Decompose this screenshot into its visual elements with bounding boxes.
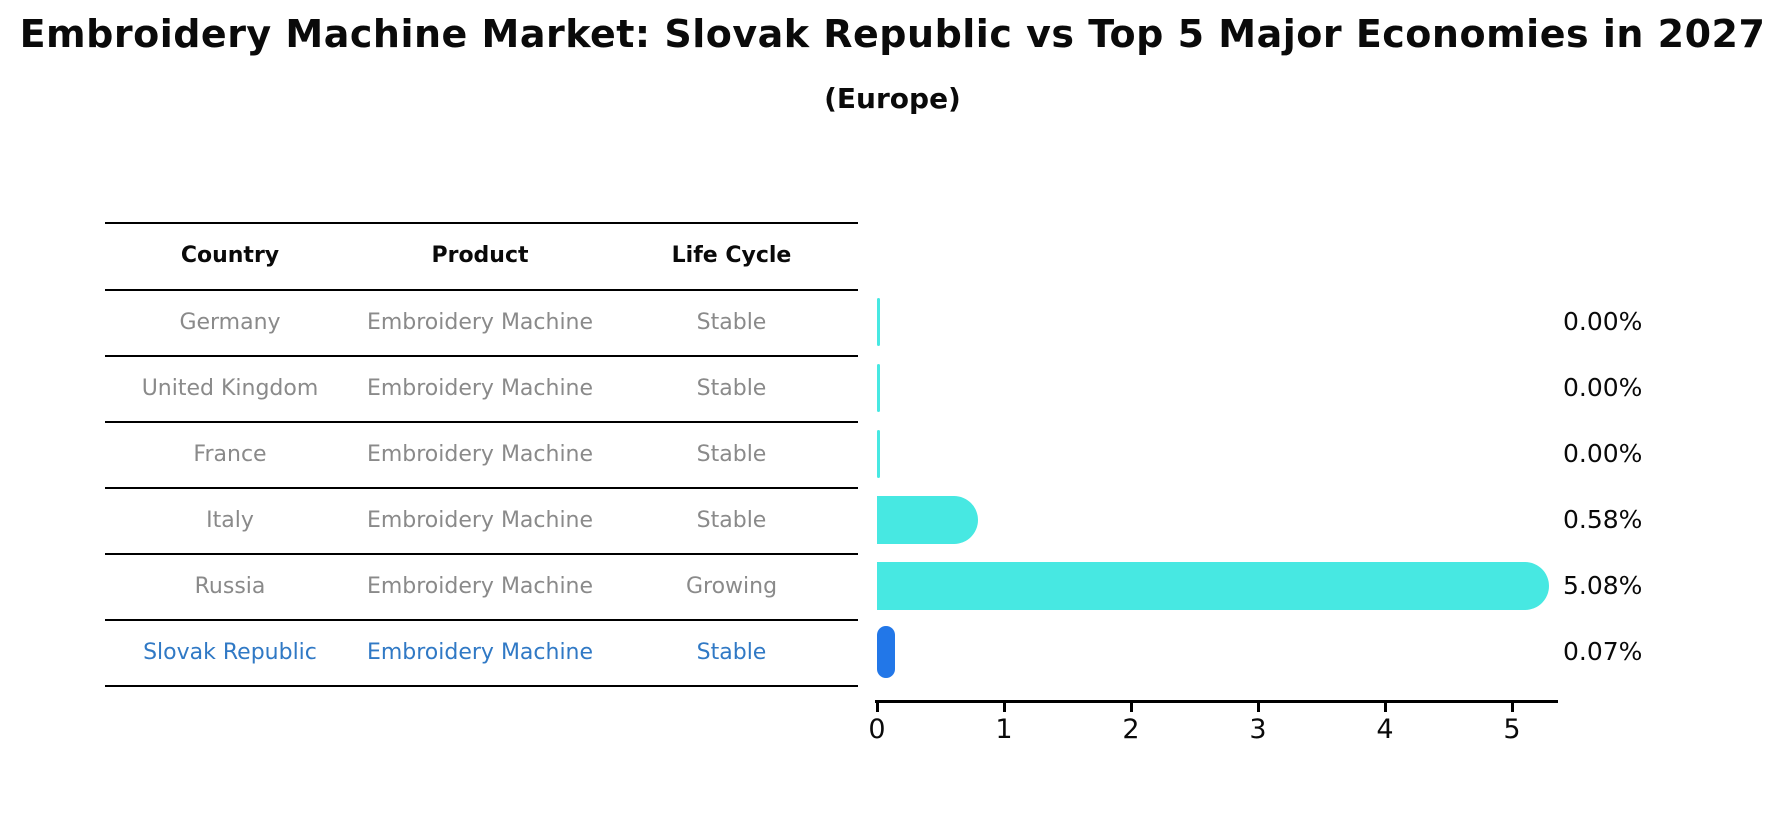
cell-country: France (193, 441, 267, 467)
value-label-france: 0.00% (1563, 439, 1643, 468)
bar-italy (877, 496, 978, 544)
x-axis-tick-label: 4 (1376, 714, 1394, 745)
table-row-france: France Embroidery Machine Stable (105, 439, 858, 469)
cell-product: Embroidery Machine (366, 375, 594, 401)
x-axis-tick (1130, 703, 1133, 712)
cell-life-cycle: Stable (696, 441, 767, 467)
table-row-russia: Russia Embroidery Machine Growing (105, 571, 858, 601)
table-bottom-rule (105, 685, 858, 687)
cell-product: Embroidery Machine (366, 309, 594, 335)
column-header-product: Product (431, 242, 529, 268)
table-row-germany: Germany Embroidery Machine Stable (105, 307, 858, 337)
x-axis-tick (1384, 703, 1387, 712)
bar-united-kingdom (877, 364, 880, 412)
x-axis-tick (1003, 703, 1006, 712)
table-row-rule (105, 355, 858, 357)
cell-life-cycle: Stable (696, 375, 767, 401)
value-label-slovak-republic: 0.07% (1563, 637, 1643, 666)
cell-product: Embroidery Machine (366, 507, 594, 533)
cell-life-cycle: Growing (685, 573, 778, 599)
cell-country: United Kingdom (141, 375, 319, 401)
bar-france (877, 430, 880, 478)
table-row-slovak-republic: Slovak Republic Embroidery Machine Stabl… (105, 637, 858, 667)
value-label-russia: 5.08% (1563, 571, 1643, 600)
cell-life-cycle: Stable (696, 639, 767, 665)
cell-country: Slovak Republic (143, 639, 317, 665)
table-header-row: Country Product Life Cycle (105, 240, 858, 270)
bar-russia (877, 562, 1550, 610)
x-axis-tick-label: 0 (868, 714, 886, 745)
cell-country: Italy (206, 507, 254, 533)
cell-product: Embroidery Machine (366, 441, 594, 467)
cell-life-cycle: Stable (696, 507, 767, 533)
table-top-rule (105, 222, 858, 224)
chart-subtitle: (Europe) (824, 82, 961, 115)
bar-slovak-republic (877, 626, 895, 678)
table-header-rule (105, 289, 858, 291)
x-axis-tick (876, 703, 879, 712)
x-axis-tick-label: 1 (995, 714, 1013, 745)
column-header-country: Country (180, 242, 280, 268)
x-axis-tick-label: 5 (1503, 714, 1521, 745)
x-axis-tick (1511, 703, 1514, 712)
x-axis-tick (1257, 703, 1260, 712)
x-axis-line (875, 700, 1558, 703)
cell-country: Russia (194, 573, 266, 599)
column-header-life-cycle: Life Cycle (671, 242, 792, 268)
bar-germany (877, 298, 880, 346)
cell-product: Embroidery Machine (366, 573, 594, 599)
table-row-rule (105, 487, 858, 489)
table-row-rule (105, 619, 858, 621)
value-label-united-kingdom: 0.00% (1563, 373, 1643, 402)
cell-country: Germany (179, 309, 281, 335)
chart-title: Embroidery Machine Market: Slovak Republ… (19, 12, 1766, 56)
cell-product: Embroidery Machine (366, 639, 594, 665)
table-row-united-kingdom: United Kingdom Embroidery Machine Stable (105, 373, 858, 403)
cell-life-cycle: Stable (696, 309, 767, 335)
table-row-italy: Italy Embroidery Machine Stable (105, 505, 858, 535)
table-row-rule (105, 421, 858, 423)
table-row-rule (105, 553, 858, 555)
x-axis-tick-label: 3 (1249, 714, 1267, 745)
value-label-italy: 0.58% (1563, 505, 1643, 534)
value-label-germany: 0.00% (1563, 307, 1643, 336)
x-axis-tick-label: 2 (1122, 714, 1140, 745)
